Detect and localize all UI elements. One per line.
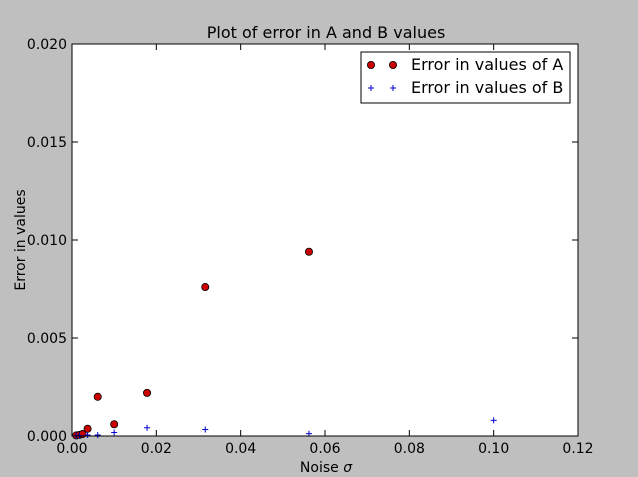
data-point-b: [490, 417, 497, 424]
y-tick-label: 0.015: [27, 135, 67, 151]
legend-b-marker-2: [390, 85, 396, 91]
data-point-a: [83, 424, 92, 433]
legend-label-b: Error in values of B: [411, 78, 563, 97]
legend-label-a: Error in values of A: [411, 55, 563, 74]
y-tick-label: 0.010: [27, 233, 67, 249]
data-point-b: [111, 429, 118, 436]
data-point-b: [144, 424, 151, 431]
x-tick-label: 0.08: [394, 441, 425, 457]
axis-ticks: 0.00 0.02 0.04 0.06 0.08 0.10 0.12 0.000 0.005 0.…: [27, 37, 594, 457]
plot-frame: [71, 43, 579, 437]
y-tick-label: 0.020: [27, 37, 67, 53]
legend-b-marker-1: [368, 85, 374, 91]
x-tick-label: 0.00: [56, 441, 87, 457]
legend-a-marker-2: [388, 61, 397, 70]
legend-box: [360, 51, 571, 104]
data-point-a: [110, 420, 119, 429]
data-point-b: [202, 426, 209, 433]
data-point-a: [201, 283, 210, 292]
legend-a-marker-1: [366, 61, 375, 70]
data-point-a: [304, 247, 313, 256]
x-axis-label: Noise σ: [300, 460, 353, 476]
plot-area: [72, 44, 578, 436]
data-point-b: [94, 432, 101, 439]
x-tick-label: 0.12: [562, 441, 593, 457]
x-tick-label: 0.06: [309, 441, 340, 457]
chart-title: Plot of error in A and B values: [207, 23, 446, 42]
y-tick-label: 0.000: [27, 429, 67, 445]
data-point-a: [93, 392, 102, 401]
x-tick-label: 0.10: [478, 441, 509, 457]
x-tick-label: 0.02: [141, 441, 172, 457]
x-tick-label: 0.04: [225, 441, 256, 457]
legend: Error in values of A Error in values of …: [360, 51, 571, 104]
data-point-a: [143, 388, 152, 397]
data-point-b: [84, 432, 91, 439]
y-axis-label: Error in values: [13, 189, 29, 290]
y-tick-label: 0.005: [27, 331, 67, 347]
